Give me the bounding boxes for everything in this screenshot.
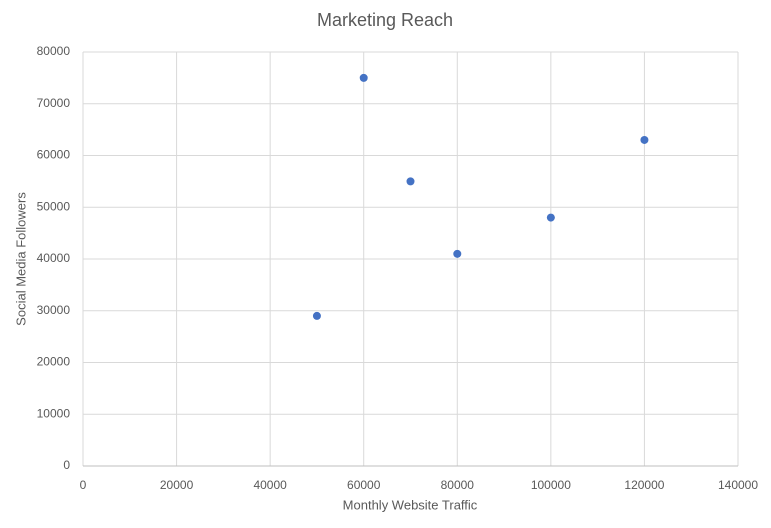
x-tick-label: 0: [80, 478, 87, 492]
x-tick-label: 40000: [253, 478, 287, 492]
x-tick-label: 80000: [441, 478, 475, 492]
y-tick-label: 70000: [37, 96, 71, 110]
chart-title: Marketing Reach: [317, 10, 453, 30]
x-tick-label: 60000: [347, 478, 381, 492]
point: [546, 213, 555, 222]
point: [453, 249, 462, 258]
point: [359, 73, 368, 82]
y-tick-label: 10000: [37, 406, 71, 420]
y-tick-label: 50000: [37, 199, 71, 213]
y-tick-label: 20000: [37, 355, 71, 369]
point: [640, 135, 649, 144]
x-tick-label: 100000: [531, 478, 571, 492]
y-tick-label: 60000: [37, 148, 71, 162]
y-axis-title: Social Media Followers: [13, 192, 28, 326]
y-tick-label: 30000: [37, 303, 71, 317]
point: [406, 177, 415, 186]
point: [312, 311, 321, 320]
y-tick-label: 0: [63, 458, 70, 472]
x-tick-label: 20000: [160, 478, 194, 492]
y-tick-label: 40000: [37, 251, 71, 265]
x-axis-title: Monthly Website Traffic: [343, 497, 478, 512]
x-tick-label: 140000: [718, 478, 758, 492]
y-tick-label: 80000: [37, 44, 71, 58]
x-tick-label: 120000: [624, 478, 664, 492]
